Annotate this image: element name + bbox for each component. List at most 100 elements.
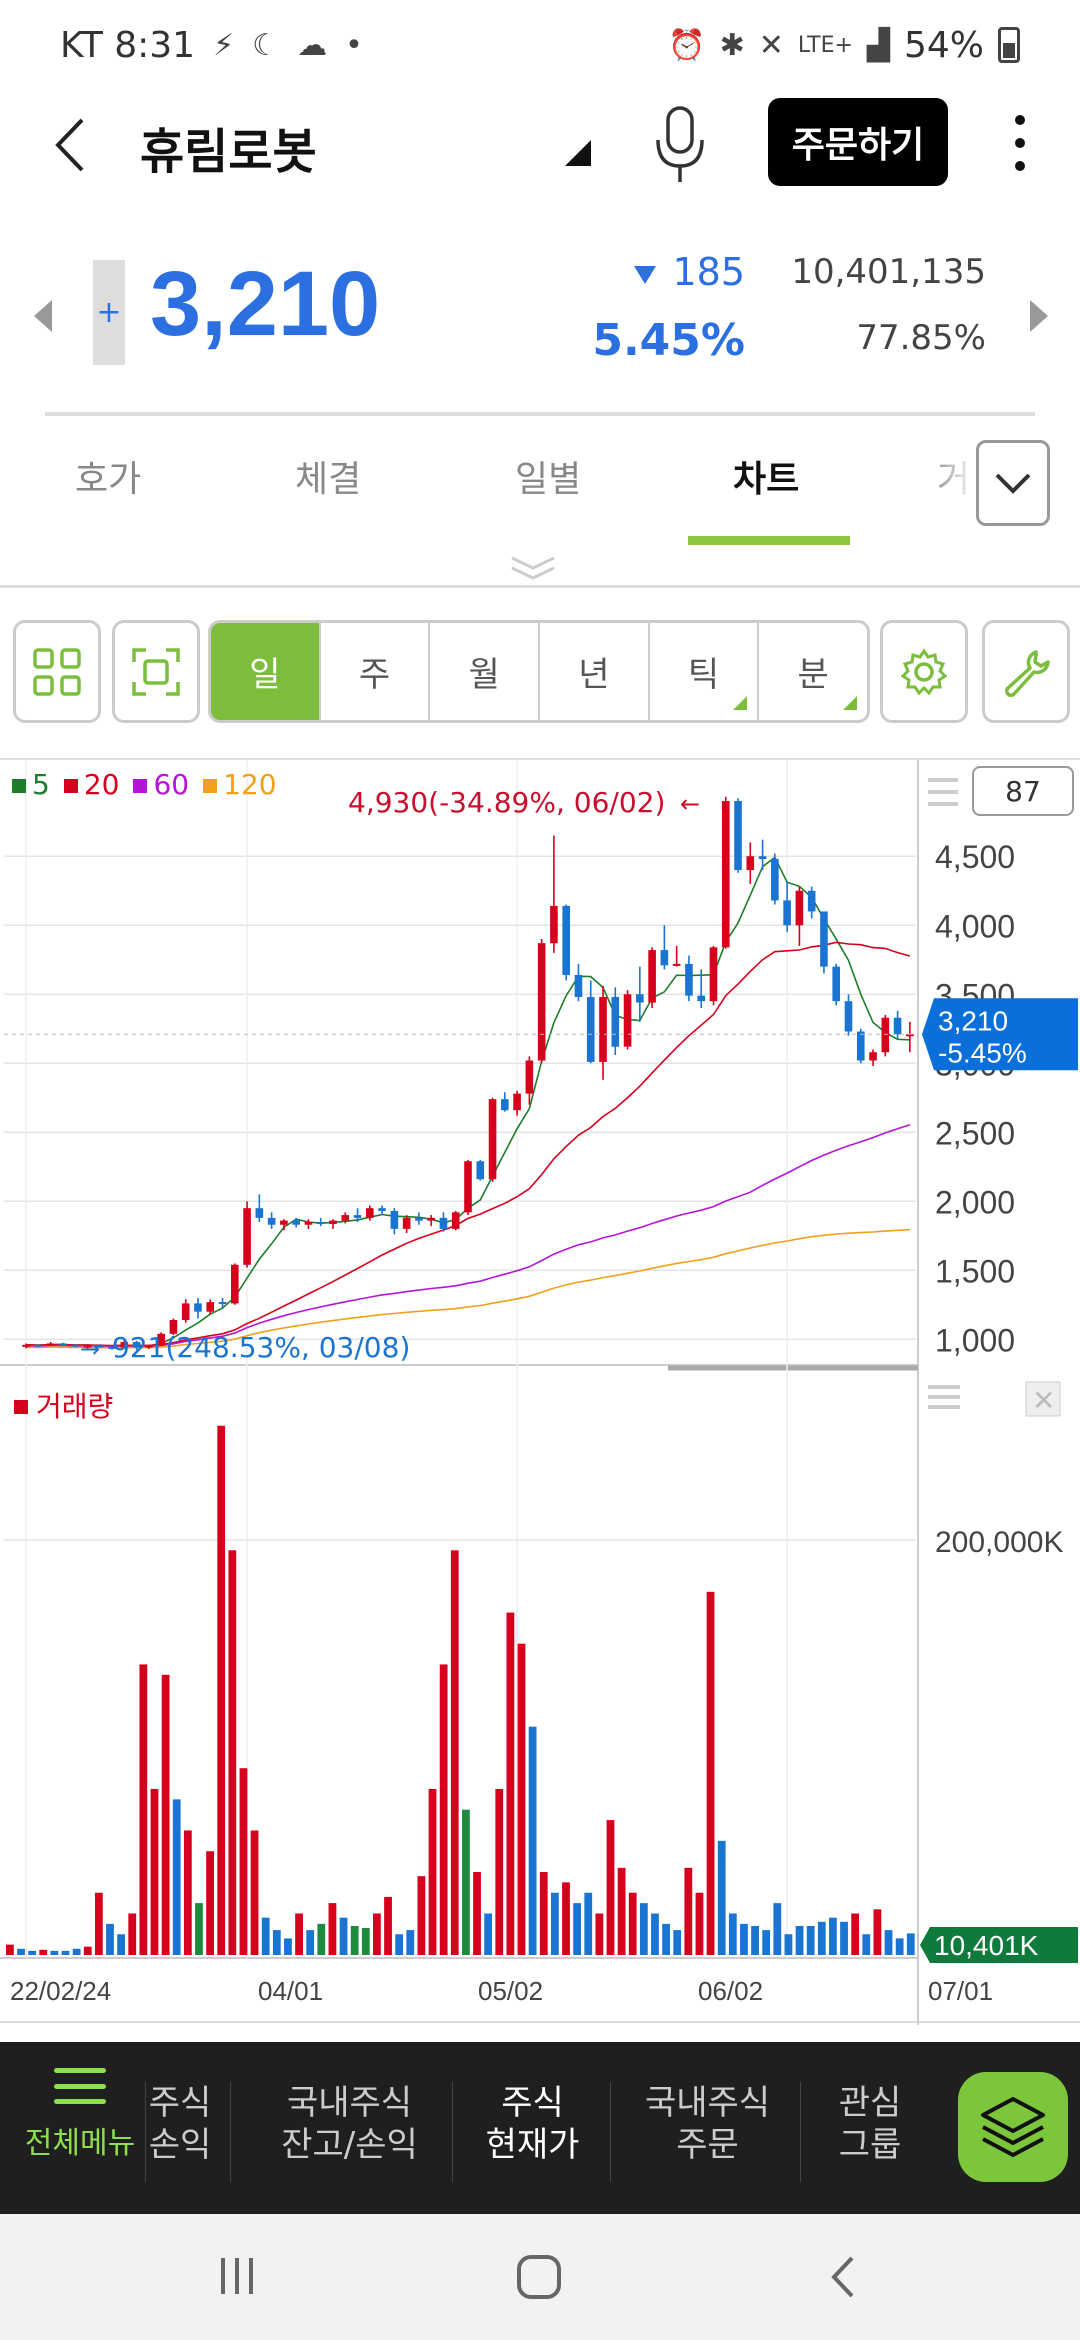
volume-close-icon <box>1025 1381 1061 1417</box>
cloud-icon: ☁ <box>297 27 328 63</box>
recent-apps-icon[interactable] <box>215 2254 259 2298</box>
volume-bar <box>584 1892 593 1955</box>
candle-body <box>120 1342 129 1348</box>
fullscreen-icon <box>132 647 180 696</box>
volume-bar <box>817 1921 826 1955</box>
tab-orderbook[interactable]: 호가 <box>75 459 142 500</box>
volume-bar <box>361 1928 370 1955</box>
more-options-icon[interactable] <box>1005 108 1035 178</box>
price-change-value: 185 <box>672 250 745 294</box>
volume-bar <box>217 1425 226 1955</box>
nav-current-price[interactable]: 주식 현재가 <box>485 2083 580 2165</box>
period-week[interactable]: 주 <box>321 623 431 720</box>
volume-bar <box>573 1903 582 1955</box>
trade-volume: 10,401,135 <box>791 252 986 292</box>
period-year[interactable]: 년 <box>540 623 650 720</box>
next-stock-arrow-icon[interactable] <box>1030 300 1048 332</box>
period-selector: 일 주 월 년 틱 분 <box>208 620 870 723</box>
candle-body <box>476 1161 485 1180</box>
tab-chart[interactable]: 차트 <box>733 459 800 500</box>
chart-menu-icon[interactable] <box>928 778 958 806</box>
current-price-tag-pct: -5.45% <box>938 1037 1027 1068</box>
fullscreen-button[interactable] <box>112 620 200 723</box>
period-minute[interactable]: 분 <box>759 623 867 720</box>
period-day[interactable]: 일 <box>211 623 321 720</box>
hamburger-icon <box>54 2068 106 2104</box>
candle-count-input[interactable]: 87 <box>972 766 1074 816</box>
order-button[interactable]: 주문하기 <box>768 98 948 186</box>
system-back-icon[interactable] <box>826 2254 862 2300</box>
chevron-down-icon <box>995 473 1031 494</box>
stock-name[interactable]: 휴림로봇 <box>140 124 317 180</box>
price-tick-label: 1,000 <box>935 1322 1015 1358</box>
tab-daily[interactable]: 일별 <box>515 459 582 500</box>
period-tick[interactable]: 틱 <box>650 623 760 720</box>
candle-body <box>611 997 620 1047</box>
candle-body <box>869 1052 877 1061</box>
volume-bar <box>284 1938 292 1955</box>
all-menu-button[interactable]: 전체메뉴 <box>15 2068 145 2162</box>
candle-body <box>771 859 779 901</box>
collapse-handle-icon[interactable] <box>506 552 560 582</box>
date-tick-label: 06/02 <box>698 1976 763 2006</box>
chart-svg[interactable]: 4,5004,0003,5003,0002,5002,0001,5001,000… <box>0 760 1080 2025</box>
plus-indicator[interactable]: + <box>93 260 125 365</box>
candle-body <box>255 1208 264 1218</box>
volume-bar <box>17 1948 25 1955</box>
candle-body <box>194 1303 202 1312</box>
quote-summary: + 3,210 185 5.45% 10,401,135 77.85% <box>0 230 1080 400</box>
volume-bar <box>350 1925 359 1955</box>
tab-expand-button[interactable] <box>976 440 1050 526</box>
period-month[interactable]: 월 <box>430 623 541 720</box>
candle-body <box>513 1093 521 1111</box>
layers-button[interactable] <box>958 2072 1068 2182</box>
back-icon[interactable] <box>40 110 100 180</box>
home-icon[interactable] <box>514 2252 564 2302</box>
volume-bar <box>595 1913 604 1955</box>
candle-body <box>746 856 755 871</box>
legend-ma5: 5 <box>12 768 50 801</box>
candle-body <box>501 1099 509 1111</box>
min-price-annotation: 921(248.53%, 03/08) <box>112 1331 410 1364</box>
notification-dot: • <box>345 27 363 63</box>
nav-domestic-order[interactable]: 국내주식 주문 <box>644 2083 771 2165</box>
candle-body <box>451 1212 460 1229</box>
volume-bar <box>83 1946 92 1955</box>
microphone-icon[interactable] <box>650 102 710 188</box>
nav-domestic-balance[interactable]: 국내주식 잔고/손익 <box>281 2083 418 2165</box>
grid-layout-button[interactable] <box>13 620 101 723</box>
stock-dropdown-icon[interactable] <box>565 140 591 166</box>
volume-bar <box>172 1799 181 1955</box>
volume-bar <box>840 1921 848 1955</box>
volume-bar <box>829 1917 837 1955</box>
tools-button[interactable] <box>982 620 1070 723</box>
nav-stock-pnl[interactable]: 주식 손익 <box>148 2083 212 2165</box>
chart-area[interactable]: 4,5004,0003,5003,0002,5002,0001,5001,000… <box>0 758 1080 2025</box>
tick-option-corner-icon <box>733 696 748 710</box>
signal-icon: ▟ <box>866 27 890 63</box>
date-tick-label: 22/02/24 <box>10 1976 111 2006</box>
grid-icon <box>33 647 81 696</box>
volume-bar <box>717 1840 726 1955</box>
legend-ma20: 20 <box>63 768 119 801</box>
ma-line-5 <box>26 856 910 1348</box>
candle-body <box>525 1060 534 1094</box>
price-tick-label: 4,000 <box>935 908 1015 944</box>
period-minute-label: 분 <box>797 655 829 695</box>
nav-watchlist[interactable]: 관심 그룹 <box>838 2083 902 2165</box>
tab-executions[interactable]: 체결 <box>295 459 362 500</box>
previous-stock-arrow-icon[interactable] <box>34 300 52 332</box>
volume-bar <box>72 1948 81 1955</box>
chart-settings-button[interactable] <box>880 620 968 723</box>
nav-divider <box>610 2082 611 2182</box>
candle-body <box>709 947 718 1002</box>
candle-body <box>390 1210 399 1229</box>
volume-bar <box>417 1876 426 1955</box>
candle-body <box>218 1302 227 1305</box>
volume-close-glyph: ✕ <box>1032 1384 1055 1417</box>
volume-bar <box>706 1591 715 1955</box>
volume-tag-value: 10,401K <box>934 1930 1039 1961</box>
candle-body <box>906 1034 914 1037</box>
candle-body <box>537 943 546 1061</box>
volume-bar <box>550 1892 559 1955</box>
